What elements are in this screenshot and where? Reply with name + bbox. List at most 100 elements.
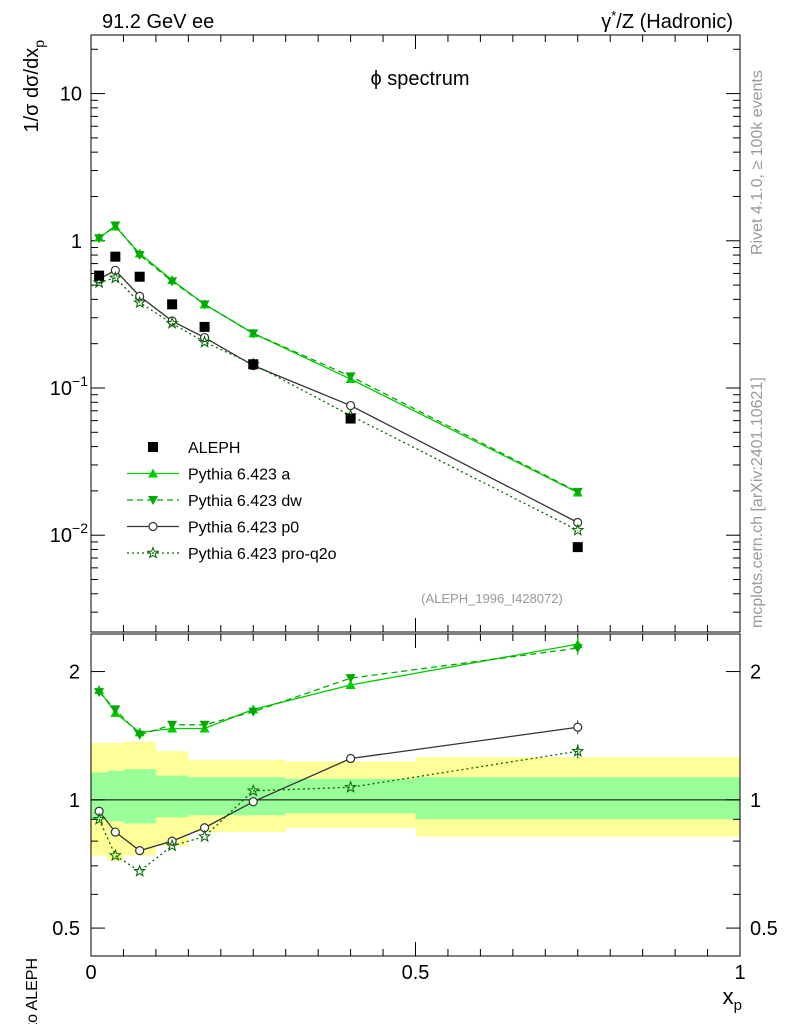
- legend-label: Pythia 6.423 dw: [188, 493, 302, 510]
- ratio-y-tick-label-right: 0.5: [750, 918, 778, 940]
- ratio-data-point: [199, 720, 210, 730]
- legend-marker: [148, 521, 158, 532]
- ratio-series-line: [98, 750, 578, 872]
- ratio-data-point: [344, 780, 358, 793]
- x-tick-label: 1: [734, 962, 745, 984]
- main-data-point: [167, 277, 178, 287]
- main-data-point: [108, 270, 122, 284]
- analysis-watermark: (ALEPH_1996_I428072): [421, 591, 563, 606]
- ratio-data-point: [346, 753, 356, 764]
- main-data-point: [571, 523, 585, 536]
- main-data-point: [199, 300, 210, 310]
- band-inner: [123, 769, 156, 824]
- main-series-line: [98, 269, 579, 524]
- legend-item: Pythia 6.423 p0: [127, 520, 299, 537]
- legend-label: Pythia 6.423 pro-q2o: [188, 546, 337, 563]
- ratio-data-point: [135, 846, 145, 856]
- legend-item: Pythia 6.423 a: [127, 467, 290, 484]
- ratio-data-point: [167, 720, 178, 730]
- legend-label: Pythia 6.423 a: [188, 467, 290, 484]
- legend-marker: [148, 496, 158, 505]
- band-inner: [107, 770, 124, 822]
- main-y-ticks: 10 1 10−1 10−2: [50, 35, 741, 632]
- rivet-version-label: Rivet 4.1.0, ≥ 100k events: [749, 70, 766, 255]
- band-inner: [188, 777, 221, 816]
- ratio-y-tick-label: 2: [69, 662, 80, 684]
- band-inner: [285, 778, 416, 814]
- main-data-point: [165, 316, 179, 329]
- ratio-data-point: [572, 644, 583, 654]
- legend-marker: [148, 468, 158, 478]
- band-inner: [155, 775, 189, 818]
- main-data-point: [133, 295, 147, 309]
- main-panel: ϕ spectrum (ALEPH_1996_I428072) 1/σ dσ/d…: [21, 34, 741, 633]
- main-y-tick-label: 1: [71, 231, 82, 253]
- ratio-data-point: [197, 829, 212, 843]
- ratio-y-tick-label: 0.5: [52, 918, 80, 940]
- uncertainty-bands: [91, 741, 740, 861]
- ratio-data-point: [246, 783, 260, 797]
- main-frame: [90, 34, 741, 633]
- main-series-aleph: [94, 251, 583, 553]
- aleph-data-point: [572, 542, 583, 553]
- ratio-data-point: [108, 848, 122, 862]
- main-data-point: [346, 400, 356, 411]
- aleph-data-point: [167, 299, 178, 310]
- aleph-data-point: [94, 270, 105, 281]
- ratio-panel: Ratio to ALEPH xp 2 21 10.5 0.50 0.5 1: [24, 633, 778, 1024]
- ratio-data-point: [94, 806, 104, 816]
- ratio-data-point: [133, 864, 147, 877]
- x-tick-label: 0: [85, 962, 96, 984]
- main-data-point: [92, 275, 106, 289]
- aleph-data-point: [134, 271, 145, 282]
- ratio-data-point: [571, 744, 585, 757]
- legend-item: Pythia 6.423 pro-q2o: [127, 546, 337, 563]
- legend-label: Pythia 6.423 p0: [188, 520, 299, 537]
- aleph-data-point: [248, 359, 259, 370]
- x-tick-label: 0.5: [402, 962, 430, 984]
- main-series-pythia-6-423-a: [94, 221, 583, 497]
- mcplots-label: mcplots.cern.ch [arXiv:2401.10621]: [749, 377, 766, 628]
- ratio-data-point: [110, 827, 120, 837]
- header-right-label: γ*/Z (Hadronic): [601, 8, 733, 33]
- ratio-series-pythia-6-423-a: [94, 637, 583, 737]
- legend-marker: [146, 546, 160, 559]
- ratio-y-tick-label: 1: [69, 790, 80, 812]
- ratio-data-point: [92, 812, 106, 825]
- ratio-data-point: [110, 705, 121, 715]
- ratio-series-pythia-6-423-dw: [94, 641, 583, 740]
- plot-title: ϕ spectrum: [370, 68, 469, 90]
- main-y-axis-title: 1/σ dσ/dxp: [21, 40, 47, 133]
- x-axis-title: xp: [723, 984, 742, 1014]
- main-series-pythia-6-423-dw: [94, 221, 583, 497]
- main-data-point: [94, 234, 105, 244]
- band-inner: [415, 777, 740, 820]
- aleph-data-point: [199, 321, 210, 332]
- main-data-point: [573, 517, 583, 528]
- main-data-point: [110, 221, 121, 231]
- main-data-point: [572, 487, 583, 497]
- main-data-point: [197, 335, 212, 348]
- header-left-label: 91.2 GeV ee: [102, 11, 214, 33]
- ratio-data-point: [345, 679, 356, 689]
- ratio-series-pythia-6-423-pro-q2o: [92, 744, 585, 877]
- main-data-point: [134, 251, 145, 261]
- ratio-series-line: [98, 726, 578, 852]
- ratio-y-tick-label-right: 2: [750, 662, 761, 684]
- ratio-data-point: [134, 730, 145, 740]
- main-series-line: [98, 277, 579, 531]
- main-data-point: [345, 372, 356, 382]
- main-series-line: [98, 224, 579, 493]
- main-y-tick-label: 10−2: [50, 520, 88, 547]
- main-y-tick-label: 10: [60, 84, 82, 106]
- ratio-y-tick-label-right: 1: [750, 790, 761, 812]
- main-series-line: [98, 225, 579, 494]
- ratio-data-point: [248, 707, 259, 717]
- main-y-tick-label: 10−1: [50, 373, 88, 400]
- ratio-data-point: [165, 838, 179, 852]
- band-inner: [220, 777, 286, 816]
- legend-item: Pythia 6.423 dw: [127, 493, 302, 510]
- aleph-data-point: [345, 413, 356, 424]
- main-data-point: [248, 329, 259, 339]
